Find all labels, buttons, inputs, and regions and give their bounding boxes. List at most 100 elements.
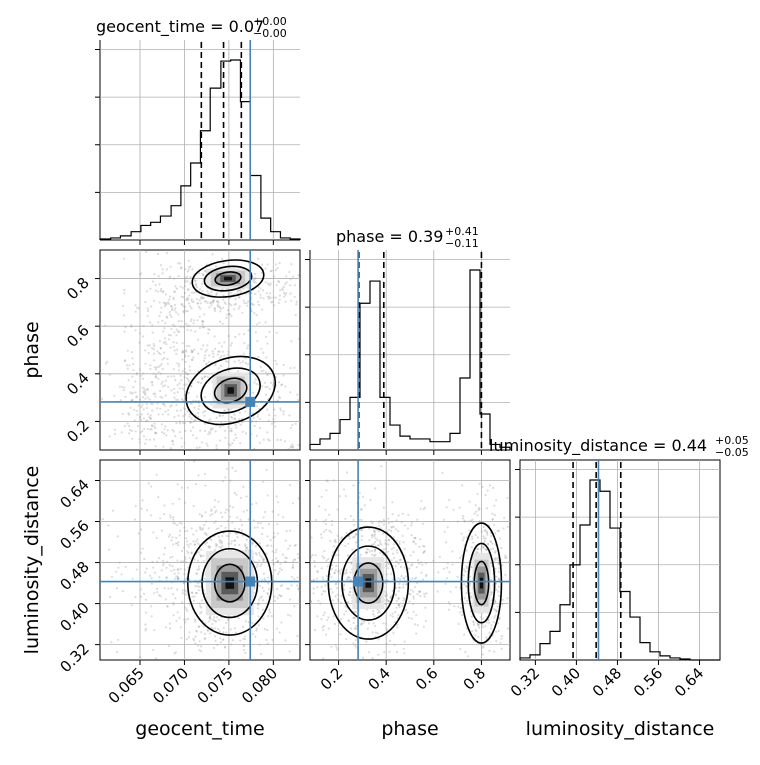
- scatter-point: [159, 347, 162, 350]
- scatter-point: [304, 283, 306, 285]
- ytick-label-phase-2: 0.6: [63, 321, 93, 351]
- scatter-point: [192, 637, 195, 641]
- scatter-point: [380, 543, 383, 546]
- scatter-point: [262, 560, 265, 563]
- scatter-point: [486, 533, 489, 536]
- scatter-point: [188, 415, 191, 418]
- scatter-point: [291, 423, 294, 427]
- scatter-point: [462, 574, 465, 577]
- scatter-point: [322, 590, 325, 593]
- scatter-point: [180, 303, 183, 306]
- scatter-point: [161, 291, 164, 294]
- scatter-point: [177, 365, 180, 368]
- scatter-point: [178, 387, 181, 390]
- scatter-point: [160, 306, 163, 309]
- scatter-point: [237, 296, 240, 299]
- scatter-point: [275, 662, 277, 664]
- scatter-point: [261, 533, 264, 536]
- scatter-point: [241, 625, 244, 629]
- scatter-point: [414, 623, 417, 626]
- scatter-point: [310, 536, 313, 539]
- scatter-point: [392, 546, 395, 549]
- scatter-point: [465, 536, 468, 539]
- scatter-point: [184, 501, 187, 504]
- scatter-point: [266, 398, 270, 401]
- scatter-point: [259, 296, 262, 299]
- scatter-point: [389, 596, 392, 600]
- scatter-point: [258, 559, 261, 562]
- scatter-point: [175, 403, 178, 406]
- scatter-point: [154, 395, 157, 398]
- scatter-point: [482, 537, 485, 540]
- scatter-point: [418, 590, 421, 593]
- scatter-point: [269, 269, 272, 273]
- scatter-point: [204, 429, 207, 432]
- scatter-point: [183, 285, 187, 288]
- scatter-point: [320, 585, 323, 589]
- scatter-point: [202, 296, 206, 299]
- scatter-point: [248, 661, 250, 663]
- scatter-point: [215, 527, 218, 531]
- scatter-point: [221, 414, 225, 417]
- scatter-point: [179, 560, 182, 563]
- scatter-point: [297, 586, 300, 589]
- scatter-point: [154, 289, 157, 292]
- scatter-point: [470, 615, 473, 618]
- scatter-point: [152, 392, 155, 395]
- scatter-point: [384, 539, 387, 542]
- scatter-point: [184, 606, 187, 609]
- scatter-point: [201, 527, 204, 530]
- scatter-point: [346, 324, 348, 326]
- scatter-point: [131, 357, 134, 360]
- scatter-point: [495, 630, 498, 633]
- scatter-point: [277, 280, 280, 283]
- scatter-point: [285, 281, 288, 284]
- scatter-point: [163, 337, 166, 340]
- scatter-point: [262, 608, 265, 611]
- scatter-point: [502, 527, 505, 530]
- scatter-point: [246, 547, 249, 550]
- scatter-point: [180, 486, 183, 489]
- scatter-point: [170, 327, 173, 331]
- scatter-point: [214, 542, 217, 546]
- scatter-point: [464, 570, 467, 573]
- scatter-point: [169, 313, 172, 316]
- scatter-point: [273, 535, 276, 538]
- scatter-point: [331, 591, 334, 594]
- scatter-point: [164, 322, 167, 325]
- scatter-point: [265, 560, 268, 563]
- scatter-point: [158, 283, 161, 286]
- scatter-point: [490, 627, 493, 630]
- scatter-point: [348, 534, 351, 538]
- scatter-point: [476, 548, 479, 551]
- scatter-point: [189, 305, 192, 308]
- scatter-point: [481, 617, 484, 620]
- scatter-point: [215, 292, 218, 295]
- scatter-point: [195, 592, 198, 595]
- scatter-point: [146, 388, 149, 391]
- scatter-point: [233, 627, 236, 630]
- scatter-point: [203, 300, 207, 303]
- scatter-point: [266, 295, 269, 298]
- scatter-point: [176, 575, 179, 579]
- scatter-point: [315, 577, 319, 580]
- scatter-point: [144, 464, 146, 466]
- scatter-point: [284, 293, 287, 296]
- scatter-point: [203, 422, 207, 425]
- scatter-point: [160, 382, 163, 385]
- scatter-point: [363, 455, 365, 457]
- scatter-point: [321, 576, 324, 579]
- scatter-point: [448, 498, 451, 502]
- scatter-point: [506, 597, 509, 600]
- scatter-point: [399, 558, 402, 561]
- scatter-point: [461, 517, 464, 520]
- scatter-point: [391, 612, 394, 615]
- scatter-point: [266, 342, 269, 345]
- scatter-point: [353, 627, 357, 630]
- scatter-point: [271, 510, 274, 513]
- scatter-point: [229, 344, 232, 347]
- scatter-point: [401, 604, 404, 607]
- scatter-point: [180, 437, 183, 440]
- scatter-point: [210, 429, 213, 432]
- scatter-point: [488, 631, 491, 634]
